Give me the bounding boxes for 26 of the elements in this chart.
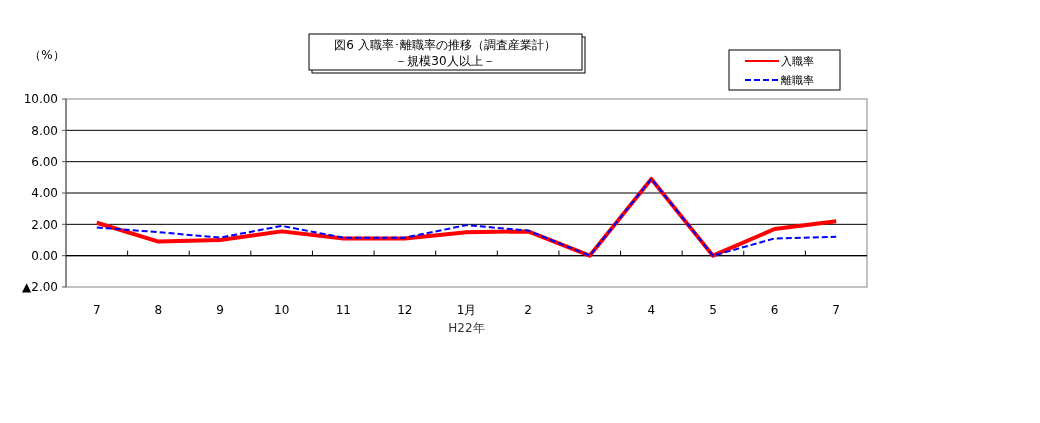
x-tick-label: 7 [832,303,841,317]
x-tick-label: 3 [585,303,594,317]
x-tick-label: 7 [92,303,101,317]
y-tick-label: 10.00 [23,92,58,107]
y-tick-label: 4.00 [31,186,58,201]
x-tick-label: 12 [397,303,413,317]
y-tick-label: ▲2.00 [22,280,58,295]
text: H22年 [448,321,485,335]
x-tick-label: 9 [216,303,224,317]
x-tick-label: 6 [770,303,779,317]
chart-title: 図6 入職率･離職率の推移（調査産業計） [334,38,556,52]
y-tick-label: 0.00 [31,248,58,263]
legend-label: 離職率 [781,73,814,87]
x-tick-label: 2 [524,303,532,317]
chart-subtitle: －規模30人以上－ [395,54,495,68]
x-tick-label: 8 [154,303,163,317]
y-tick-label: 6.00 [31,154,58,169]
x-tick-label: 10 [274,303,290,317]
y-tick-label: 2.00 [31,217,58,232]
y-tick-label: 8.00 [31,123,58,138]
x-tick-label: 5 [709,303,717,317]
x-tick-label: 4 [647,303,656,317]
x-tick-label: 11 [335,303,351,317]
x-tick-label: 1月 [456,303,477,317]
y-axis-title: （%） [29,48,65,62]
legend-label: 入職率 [781,54,814,68]
